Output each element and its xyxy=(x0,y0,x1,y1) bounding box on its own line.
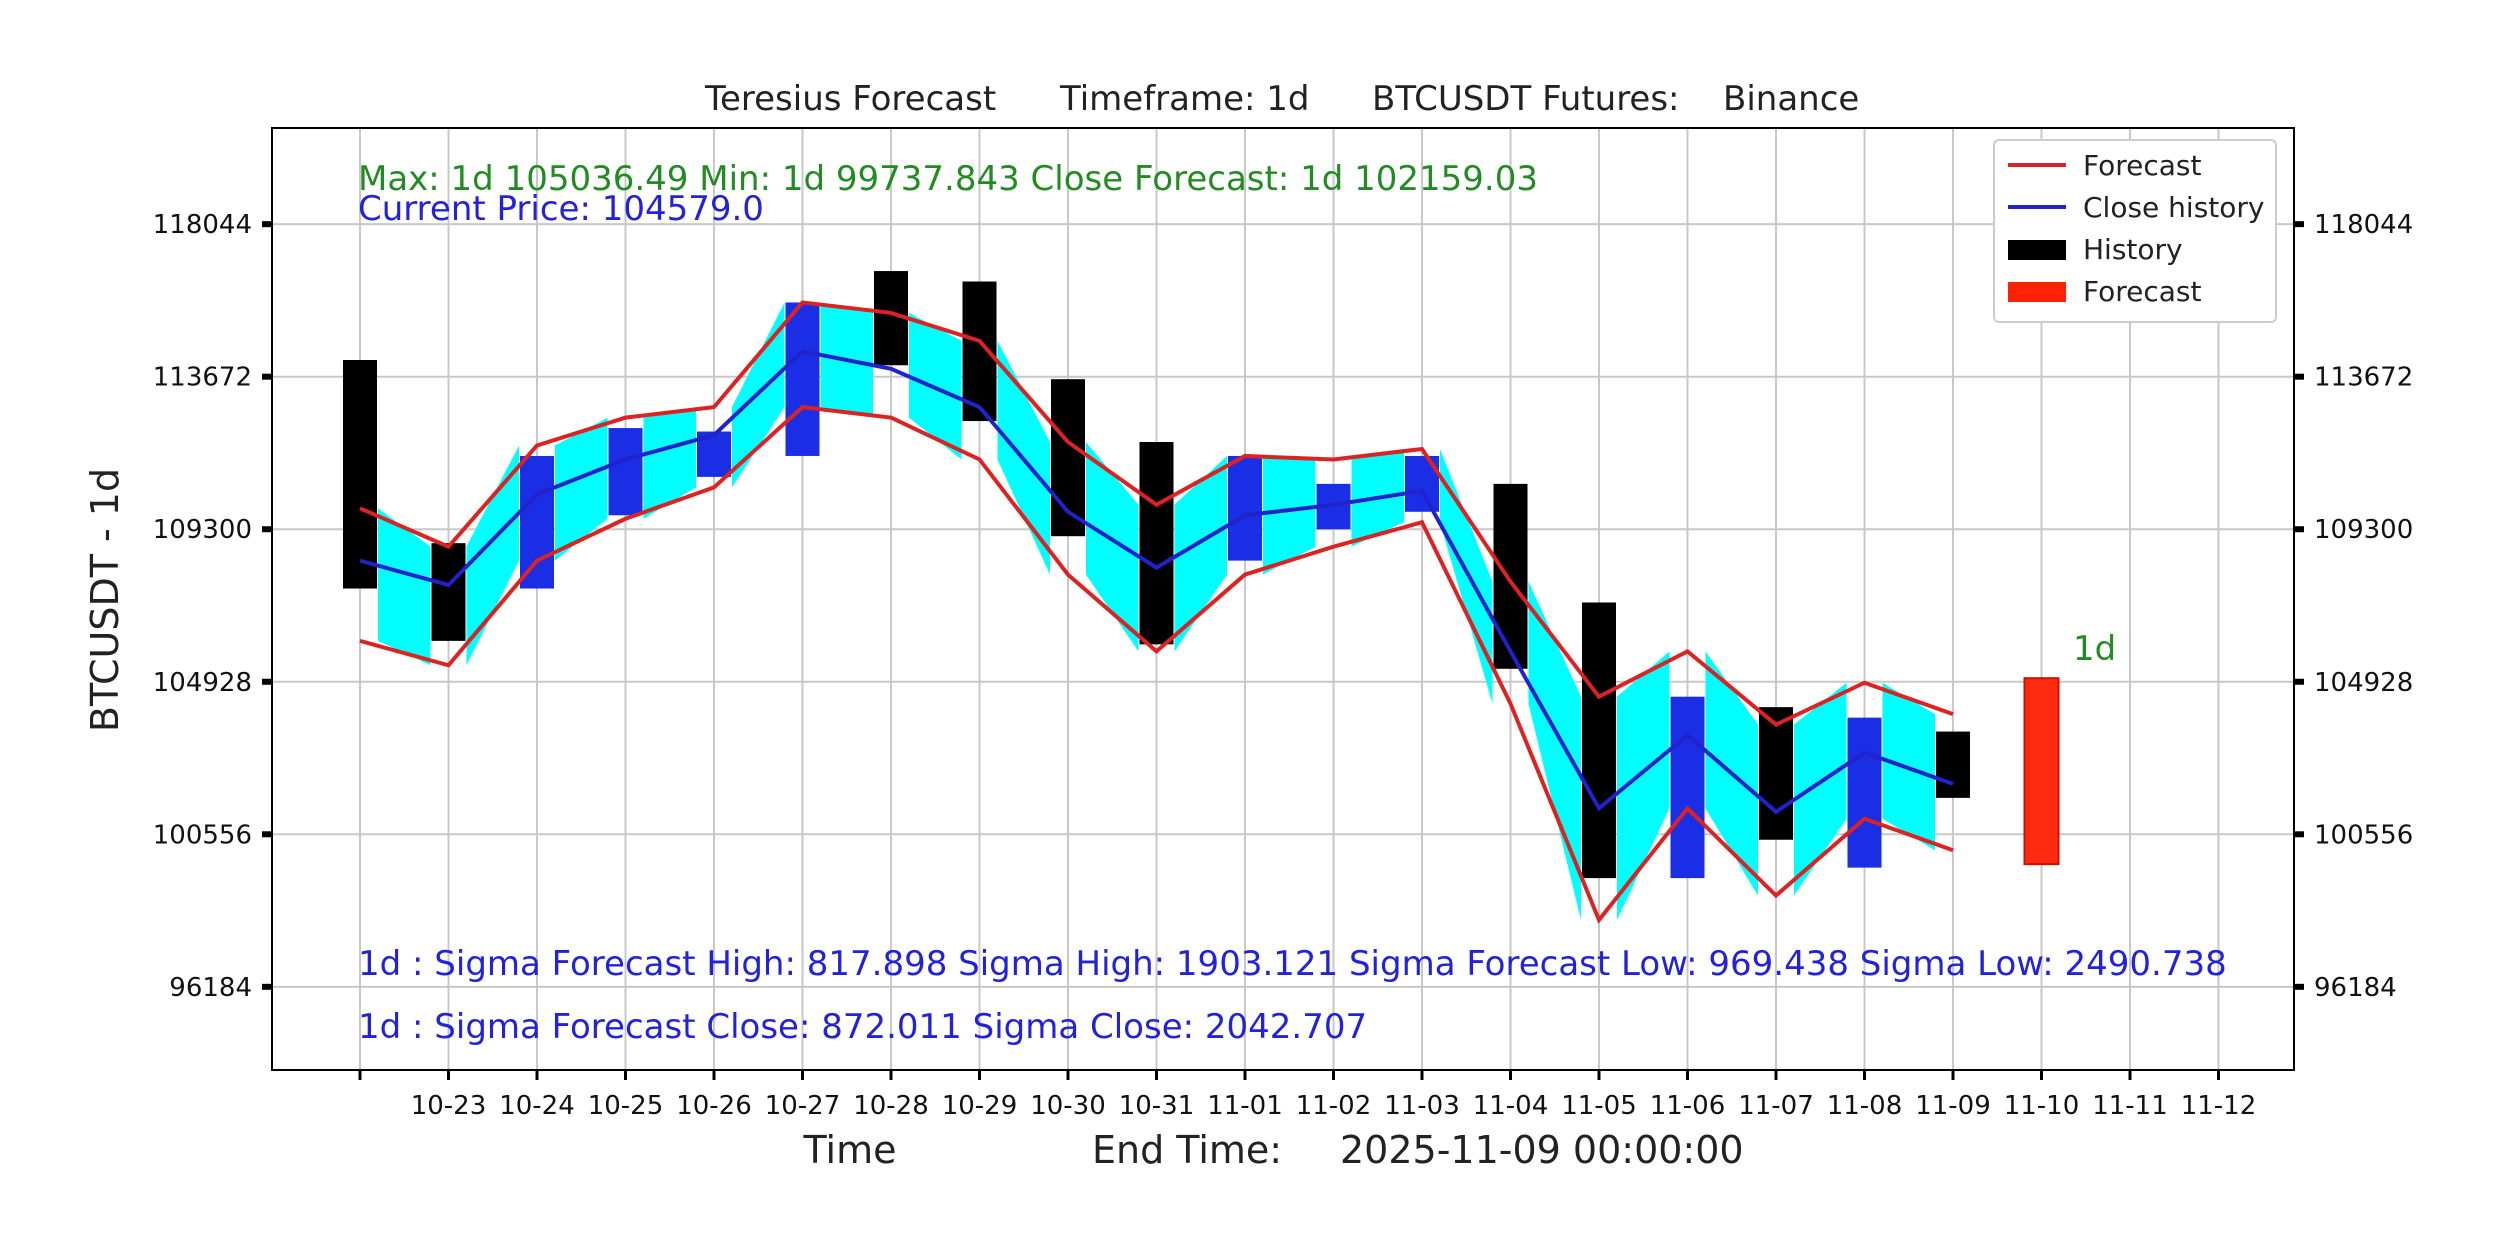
current-price-annotation: Current Price: 104579.0 xyxy=(358,189,764,229)
sigma-annotation-line1: 1d : Sigma Forecast High: 817.898 Sigma … xyxy=(358,944,2227,984)
end-time-label: End Time: xyxy=(1092,1128,1282,1172)
x-tick-label: 10-24 xyxy=(499,1091,575,1121)
y-tick-label-left: 113672 xyxy=(153,363,252,393)
x-tick-label: 11-12 xyxy=(2181,1091,2257,1121)
close-history-line xyxy=(359,349,1954,815)
x-tick-label: 11-09 xyxy=(1915,1091,1991,1121)
y-tick-label-left: 96184 xyxy=(169,973,252,1003)
history-bar xyxy=(1670,696,1705,879)
sigma-band-segment xyxy=(1086,442,1139,652)
stats-annotation: Max: 1d 105036.49 Min: 1d 99737.843 Clos… xyxy=(358,159,1538,199)
x-tick-label: 11-07 xyxy=(1738,1091,1814,1121)
title-exchange: Binance xyxy=(1723,79,1859,119)
legend-box xyxy=(1993,139,2277,323)
history-bar xyxy=(1493,483,1528,669)
timeframe-annotation: 1d xyxy=(2073,629,2116,669)
y-tick-label-right: 118044 xyxy=(2314,210,2413,240)
title-symbol: BTCUSDT Futures: xyxy=(1372,79,1680,119)
legend-forecast-bar-label: Forecast xyxy=(2083,275,2202,308)
y-tick-label-right: 104928 xyxy=(2314,668,2413,698)
sigma-band-segment xyxy=(643,407,696,519)
y-tick-label-right: 96184 xyxy=(2314,973,2397,1003)
end-time-value: 2025-11-09 00:00:00 xyxy=(1340,1128,1744,1172)
y-tick-label-right: 100556 xyxy=(2314,820,2413,850)
sigma-band-segment xyxy=(1528,581,1581,920)
legend-forecast-line-label: Forecast xyxy=(2083,149,2202,182)
sigma-band-segment xyxy=(1617,651,1670,920)
x-axis: 10-23 10-24 10-25 10-26 10-27 10-28 10-29 10-30… xyxy=(358,1070,2257,1121)
history-bar xyxy=(785,302,820,456)
y-tick-label-left: 109300 xyxy=(153,515,252,545)
x-tick-label: 11-04 xyxy=(1473,1091,1549,1121)
y-tick-label-right: 113672 xyxy=(2314,363,2413,393)
y-axis: 96184 96184 100556 100556 104928 104928 109300… xyxy=(153,210,2414,1003)
title-name: Teresius Forecast xyxy=(704,79,996,119)
sigma-band-segment xyxy=(1174,455,1227,652)
sigma-bands xyxy=(378,302,1935,920)
history-bar xyxy=(1759,707,1793,840)
x-tick-label: 11-08 xyxy=(1827,1091,1903,1121)
y-tick-label-left: 100556 xyxy=(153,820,252,850)
x-tick-label: 11-03 xyxy=(1384,1091,1460,1121)
x-tick-label: 10-23 xyxy=(411,1091,487,1121)
x-tick-label: 10-29 xyxy=(942,1091,1018,1121)
history-bar xyxy=(1139,442,1174,645)
x-tick-label: 11-10 xyxy=(2004,1091,2080,1121)
sigma-band-segment xyxy=(378,508,431,666)
title-timeframe: Timeframe: 1d xyxy=(1059,79,1310,119)
series-lines xyxy=(359,300,1954,924)
legend: Forecast Close history History Forecast xyxy=(1993,139,2277,323)
plot-frame xyxy=(271,127,2295,1071)
x-tick-label: 10-30 xyxy=(1030,1091,1106,1121)
x-tick-label: 10-31 xyxy=(1119,1091,1195,1121)
history-bar xyxy=(431,543,466,641)
legend-forecast-bar-swatch xyxy=(2008,282,2066,302)
history-bar xyxy=(1228,455,1262,561)
x-axis-label: Time xyxy=(803,1128,897,1172)
history-bars xyxy=(343,271,2060,879)
legend-close-history-label: Close history xyxy=(2083,191,2264,224)
history-bar xyxy=(1582,602,1616,879)
y-tick-label-left: 118044 xyxy=(153,210,252,240)
sigma-band-segment xyxy=(1263,455,1316,575)
y-tick-label-right: 109300 xyxy=(2314,515,2413,545)
history-bar xyxy=(343,360,377,589)
grid xyxy=(272,128,2294,1070)
sigma-band-segment xyxy=(1794,682,1847,896)
y-tick-label-left: 104928 xyxy=(153,668,252,698)
x-tick-label: 10-25 xyxy=(588,1091,664,1121)
forecast-bar xyxy=(2023,677,2060,866)
x-tick-label: 11-05 xyxy=(1561,1091,1637,1121)
legend-history-swatch xyxy=(2008,240,2066,260)
x-tick-label: 10-27 xyxy=(765,1091,841,1121)
history-bar xyxy=(520,455,554,589)
sigma-band-segment xyxy=(555,417,608,561)
sigma-annotation-line2: 1d : Sigma Forecast Close: 872.011 Sigma… xyxy=(358,1007,1367,1047)
x-tick-label: 11-01 xyxy=(1207,1091,1283,1121)
history-bar xyxy=(1936,731,1970,798)
history-bar xyxy=(1847,717,1882,868)
forecast-low-line xyxy=(359,405,1954,924)
x-tick-label: 11-11 xyxy=(2092,1091,2168,1121)
y-axis-label: BTCUSDT - 1d xyxy=(83,468,127,732)
x-tick-label: 11-06 xyxy=(1650,1091,1726,1121)
history-bar xyxy=(608,428,643,516)
sigma-band-segment xyxy=(466,445,519,666)
x-tick-label: 10-28 xyxy=(853,1091,929,1121)
x-tick-label: 11-02 xyxy=(1296,1091,1372,1121)
x-tick-label: 10-26 xyxy=(676,1091,752,1121)
forecast-high-line xyxy=(359,300,1954,727)
legend-history-label: History xyxy=(2083,233,2183,266)
